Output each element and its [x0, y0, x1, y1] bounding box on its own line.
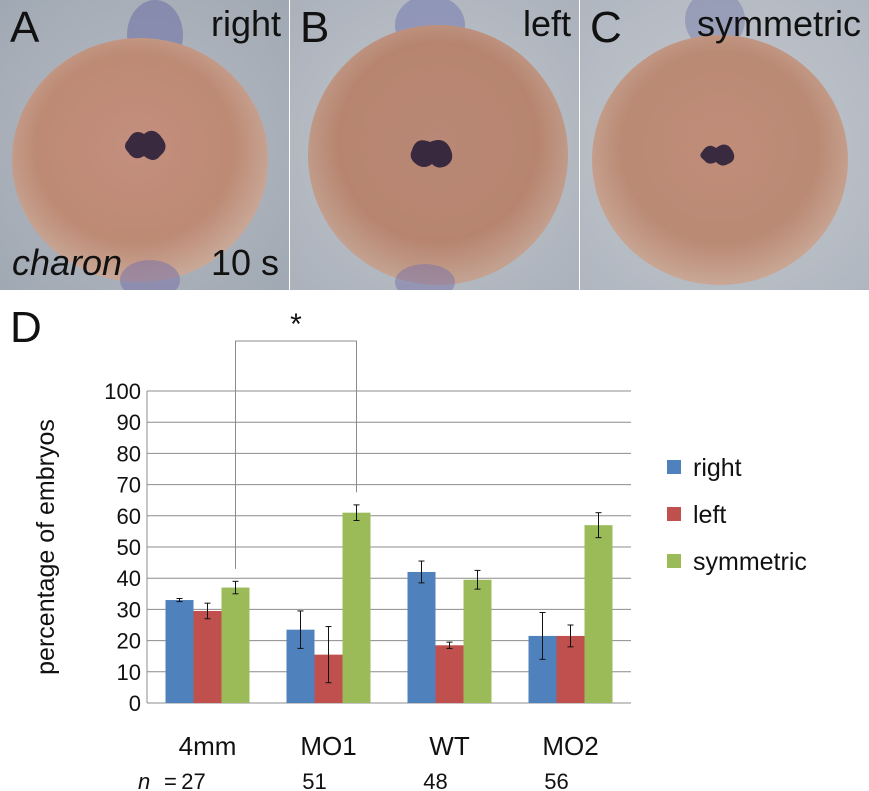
- n-value-label: 51: [302, 769, 326, 791]
- stage-label: 10 s: [210, 242, 279, 283]
- category-label: WT: [429, 731, 470, 761]
- panel-b: B left: [290, 0, 579, 290]
- category-label: 4mm: [179, 731, 237, 761]
- panel-label-left: left: [522, 3, 571, 44]
- y-tick-label: 40: [117, 566, 141, 591]
- x-axis-categories: 4mm MO1 WT MO2: [179, 731, 599, 761]
- significance-bracket: *: [235, 308, 357, 569]
- y-tick-label: 60: [117, 504, 141, 529]
- bars: [165, 512, 613, 703]
- n-value-label: 56: [544, 769, 568, 791]
- y-tick-label: 0: [129, 691, 141, 716]
- y-tick-label: 20: [117, 629, 141, 654]
- n-value-label: 27: [181, 769, 205, 791]
- y-tick-label: 70: [117, 473, 141, 498]
- panel-letter-b: B: [300, 3, 330, 52]
- bar-symmetric-WT: [463, 579, 492, 703]
- bar-left-4mm: [193, 610, 222, 703]
- bar-left-WT: [435, 645, 464, 703]
- sample-sizes: n = 27 51 48 56: [138, 769, 569, 791]
- error-bars: [176, 504, 602, 684]
- bar-right-4mm: [165, 600, 194, 703]
- panel-label-symmetric: symmetric: [697, 3, 861, 44]
- bracket-line: [235, 340, 357, 569]
- y-tick-label: 30: [117, 597, 141, 622]
- n-equals-label: =: [164, 769, 177, 791]
- y-tick-label: 10: [117, 660, 141, 685]
- bar-right-WT: [407, 571, 436, 703]
- y-tick-label: 80: [117, 441, 141, 466]
- panel-c: C symmetric: [580, 0, 869, 290]
- y-axis-label: percentage of embryos: [32, 419, 60, 675]
- y-tick-label: 100: [104, 379, 141, 404]
- panel-letter-c: C: [590, 3, 622, 52]
- category-label: MO1: [300, 731, 356, 761]
- y-axis: 0 10 20 30 40 50 60 70 80 90 100: [104, 379, 148, 716]
- legend-label-left: left: [693, 501, 726, 529]
- legend-label-right: right: [693, 454, 742, 482]
- category-label: MO2: [542, 731, 598, 761]
- bar-symmetric-MO1: [342, 512, 371, 703]
- y-tick-label: 50: [117, 535, 141, 560]
- legend-swatch-right: [667, 460, 681, 474]
- panel-letter-d: D: [10, 303, 42, 352]
- legend: right left symmetric: [667, 454, 807, 576]
- significance-star: *: [290, 308, 302, 341]
- legend-label-symmetric: symmetric: [693, 548, 807, 576]
- legend-swatch-left: [667, 507, 681, 521]
- bar-chart: D 0 10 20 30 40 50 60 70 80 90 100 * 4mm MO1 WT MO2 n…: [10, 303, 807, 791]
- y-tick-label: 90: [117, 410, 141, 435]
- n-prefix-label: n: [138, 769, 150, 791]
- embryo-image-left: [290, 0, 579, 290]
- n-value-label: 48: [423, 769, 447, 791]
- embryo-image-right: [0, 0, 289, 290]
- panel-letter-a: A: [10, 3, 40, 52]
- stain-label: charon: [12, 242, 123, 283]
- bar-symmetric-MO2: [584, 525, 613, 703]
- embryo-image-symmetric: [580, 0, 869, 290]
- panel-label-right: right: [210, 3, 281, 44]
- panel-a: A right charon 10 s: [0, 0, 289, 290]
- bar-symmetric-4mm: [221, 587, 250, 703]
- legend-swatch-symmetric: [667, 554, 681, 568]
